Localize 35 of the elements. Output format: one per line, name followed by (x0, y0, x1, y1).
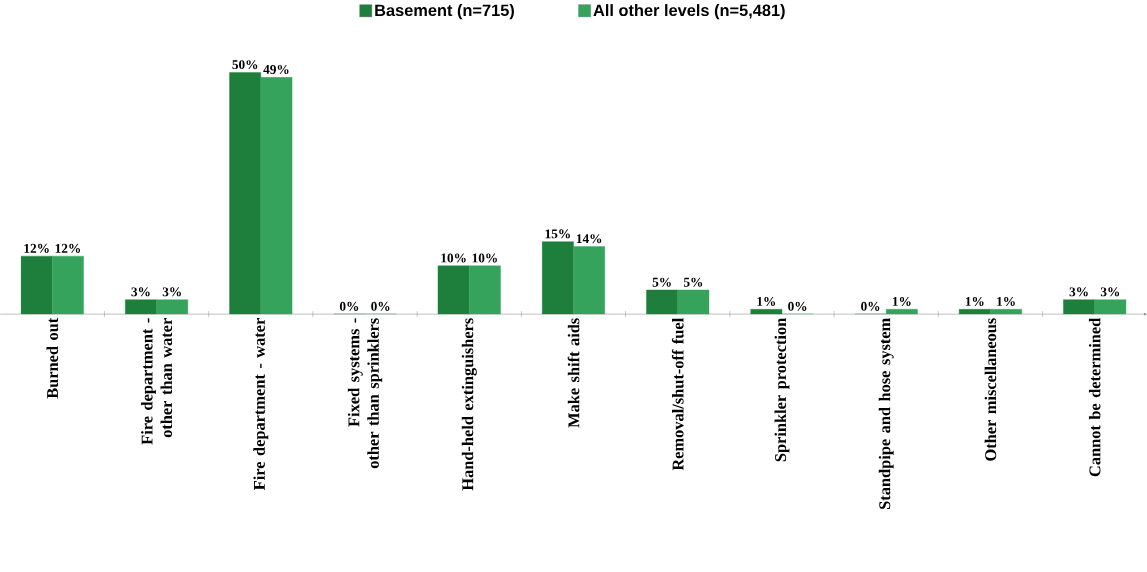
data-label: 1% (965, 297, 984, 307)
x-tick-label: Fixed systems - other than sprinklers (347, 318, 383, 469)
data-label: 0% (371, 301, 390, 311)
data-label: 1% (757, 297, 776, 307)
x-tick-label: Removal/shut-off fuel (671, 318, 684, 471)
data-label: 10% (472, 253, 497, 263)
data-label: 0% (861, 301, 880, 311)
x-tick-label: Burned out (46, 317, 59, 399)
data-label: 10% (441, 253, 466, 263)
x-tick-label: Other miscellaneous (984, 318, 997, 461)
data-label: 3% (131, 287, 150, 297)
data-label: 5% (683, 277, 703, 287)
data-label: 1% (997, 297, 1015, 307)
x-tick-label: Cannot be determined (1088, 317, 1101, 477)
data-label: 14% (576, 234, 602, 244)
data-label: 12% (55, 243, 81, 253)
data-label: 5% (652, 277, 671, 287)
legend-label: Basement (n=715) (375, 4, 514, 20)
data-label: 3% (162, 287, 181, 297)
data-label: 12% (24, 243, 49, 253)
x-tick-label: Fire department - water (253, 318, 269, 491)
data-label: 0% (788, 301, 807, 311)
data-label: 0% (339, 301, 359, 311)
x-tick-label: Make shift aids (567, 318, 580, 428)
x-tick-label: Hand-held extinguishers (461, 318, 477, 491)
data-label: 15% (545, 229, 570, 239)
x-tick-label: Fire department - other than water (141, 318, 173, 445)
x-tick-label: Sprinkler protection (774, 318, 790, 462)
data-label: 3% (1069, 287, 1088, 297)
data-label: 1% (892, 297, 911, 307)
x-tick-label: Standpipe and hose system (878, 318, 894, 509)
data-label: 3% (1100, 287, 1120, 297)
data-label: 49% (263, 64, 289, 74)
legend-label: All other levels (n=5,481) (593, 4, 785, 20)
data-label: 50% (232, 60, 258, 70)
